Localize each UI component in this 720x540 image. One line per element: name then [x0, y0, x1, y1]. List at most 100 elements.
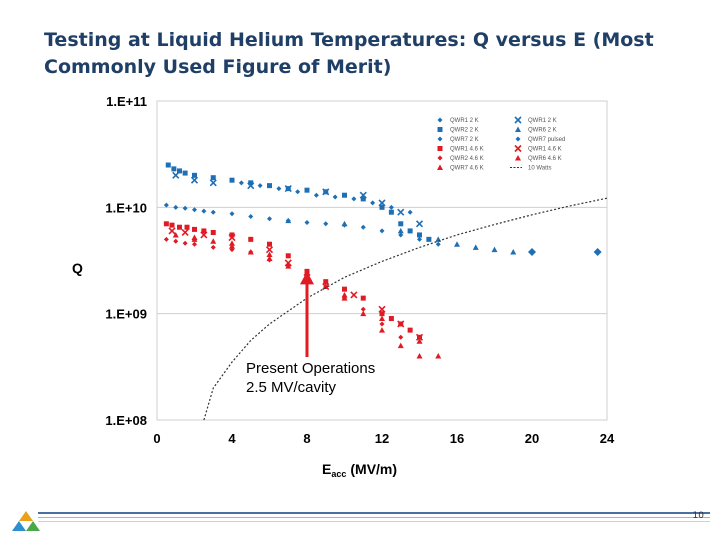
data-point — [171, 166, 177, 172]
data-point — [454, 241, 460, 247]
data-point — [341, 291, 348, 298]
x-axis-label-main: E — [322, 461, 331, 477]
data-point — [267, 241, 272, 247]
series-9 — [168, 227, 424, 341]
data-point — [229, 243, 235, 249]
data-point — [388, 204, 394, 210]
data-point — [415, 220, 424, 228]
data-point — [407, 228, 413, 234]
data-point — [322, 282, 330, 291]
legend-item: QWR1 4.6 K — [514, 144, 562, 153]
legend-label: QWR6 4.6 K — [528, 156, 562, 162]
data-point — [342, 192, 347, 198]
data-point — [360, 295, 366, 301]
data-point — [172, 231, 179, 238]
data-point — [181, 228, 189, 237]
data-point — [398, 232, 404, 238]
data-point — [285, 217, 292, 224]
data-point — [350, 291, 358, 299]
data-point — [341, 295, 348, 301]
data-point — [360, 306, 366, 312]
data-point — [323, 221, 329, 227]
data-point — [407, 209, 413, 215]
legend-label: QWR7 2 K — [450, 137, 479, 143]
data-point — [360, 310, 367, 317]
series-6 — [172, 171, 424, 228]
data-point — [210, 209, 216, 215]
data-point — [182, 240, 188, 246]
data-point — [173, 238, 179, 244]
annotation: Present Operations 2.5 MV/cavity — [246, 271, 375, 396]
legend-item: 10 Watts — [510, 166, 551, 172]
legend-label: QWR1 4.6 K — [450, 147, 484, 153]
data-point — [360, 196, 366, 202]
legend-item: QWR2 2 K — [437, 127, 479, 134]
legend-item: QWR1 4.6 K — [437, 146, 484, 153]
legend-item: QWR1 2 K — [514, 116, 557, 124]
data-point — [304, 187, 310, 193]
legend-item: QWR7 pulsed — [515, 136, 565, 143]
data-point — [229, 177, 235, 183]
data-point — [370, 200, 376, 206]
data-point — [417, 236, 422, 242]
legend-item: QWR6 2 K — [515, 126, 557, 134]
series-4 — [163, 236, 404, 340]
legend-label: QWR1 2 K — [528, 118, 557, 124]
legend-item: QWR1 2 K — [437, 117, 479, 124]
data-point — [417, 232, 422, 238]
data-point — [201, 208, 207, 214]
legend-swatch — [514, 144, 522, 153]
data-point — [210, 175, 216, 181]
legend-label: QWR6 2 K — [528, 128, 557, 134]
x-axis-label: Eacc (MV/m) — [322, 461, 397, 479]
data-point — [173, 204, 179, 210]
x-tick-label: 0 — [153, 431, 160, 446]
data-point — [266, 255, 273, 262]
page-number: 10 — [692, 511, 704, 521]
legend-label: QWR1 2 K — [450, 118, 479, 124]
data-point — [379, 321, 385, 327]
legend-label: QWR1 4.6 K — [528, 147, 562, 153]
y-tick-label: 1.E+11 — [106, 94, 147, 109]
data-point — [416, 338, 423, 344]
annotation-line-2: 2.5 MV/cavity — [246, 379, 337, 396]
data-point — [360, 224, 366, 230]
data-point — [472, 244, 479, 250]
legend-swatch — [437, 164, 443, 170]
legend-swatch — [515, 155, 521, 161]
logo-icon — [12, 511, 40, 531]
legend-item: QWR6 4.6 K — [515, 155, 562, 162]
data-point — [257, 183, 263, 189]
data-point — [341, 220, 348, 227]
data-point — [177, 168, 182, 174]
data-point — [177, 224, 182, 230]
data-point — [379, 315, 385, 322]
y-tick-label: 1.E+08 — [105, 413, 147, 428]
data-point — [407, 327, 413, 333]
series-3 — [163, 221, 422, 340]
x-axis-label-sub: acc — [331, 469, 346, 479]
data-point — [191, 236, 198, 242]
data-point — [210, 238, 217, 244]
data-point — [285, 263, 292, 269]
legend-label: 10 Watts — [528, 166, 551, 172]
data-point — [190, 176, 199, 184]
data-point — [295, 189, 301, 195]
data-point — [378, 305, 386, 313]
data-point — [284, 185, 292, 193]
data-point — [397, 227, 404, 234]
data-point — [210, 244, 216, 250]
slide-title: Testing at Liquid Helium Temperatures: Q… — [44, 29, 654, 78]
data-point — [285, 253, 291, 259]
footer-bar — [38, 512, 710, 522]
data-point — [192, 207, 197, 213]
x-axis-label-unit: (MV/m) — [350, 461, 397, 477]
data-point — [415, 333, 424, 341]
data-point — [284, 259, 292, 267]
data-point — [248, 236, 254, 242]
data-point — [304, 220, 310, 226]
data-point — [247, 182, 255, 190]
data-point — [528, 248, 536, 257]
data-point — [359, 191, 367, 199]
